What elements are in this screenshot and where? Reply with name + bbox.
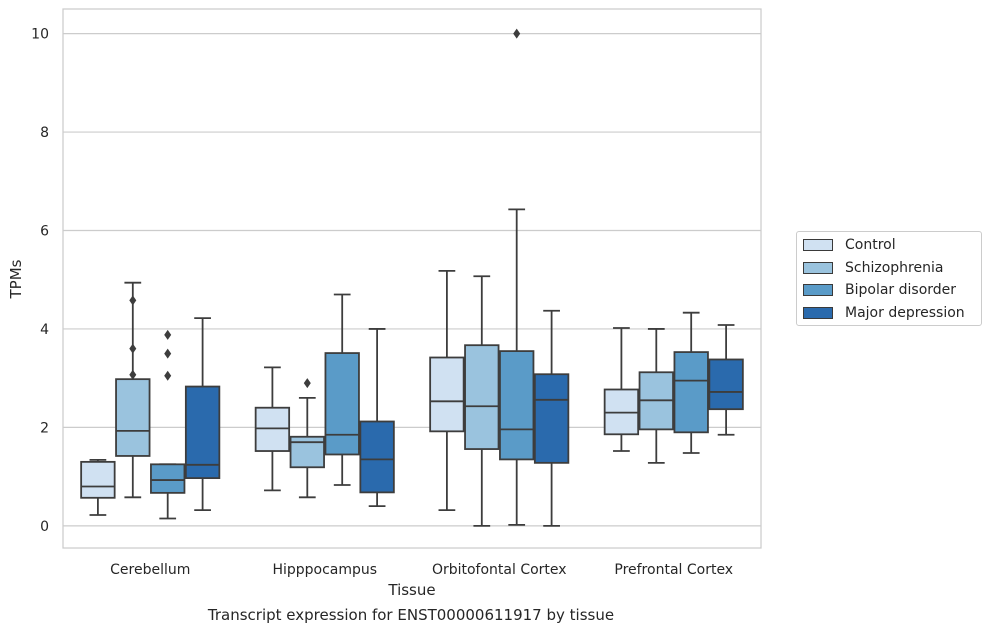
box-major-depression-hipppocampus	[359, 328, 395, 508]
legend-swatch-control	[803, 239, 833, 251]
box-body-control-cerebellum	[80, 460, 116, 499]
box-control-cerebellum	[80, 458, 116, 516]
outlier-bipolar-disorder-orbitofontal-cortex-0	[513, 28, 521, 39]
box-body-schizophrenia-orbitofontal-cortex	[464, 344, 500, 450]
outlier-bipolar-disorder-cerebellum-2	[164, 329, 172, 340]
legend-label-schizophrenia: Schizophrenia	[845, 260, 944, 276]
outlier-bipolar-disorder-cerebellum-0	[164, 370, 172, 381]
y-tick-label-4: 4	[40, 322, 49, 338]
y-tick-label-10: 10	[31, 27, 49, 43]
box-major-depression-cerebellum	[184, 317, 221, 511]
y-tick-label-8: 8	[40, 125, 49, 141]
legend-item-schizophrenia: Schizophrenia	[803, 258, 943, 278]
box-major-depression-orbitofontal-cortex	[533, 309, 570, 527]
box-bipolar-disorder-orbitofontal-cortex	[499, 28, 535, 526]
x-tick-label-hipppocampus: Hipppocampus	[272, 562, 377, 578]
box-body-bipolar-disorder-hipppocampus	[324, 352, 360, 456]
box-body-major-depression-cerebellum	[184, 385, 221, 480]
y-tick-label-0: 0	[40, 519, 49, 535]
legend-label-control: Control	[845, 237, 896, 253]
outlier-bipolar-disorder-cerebellum-1	[164, 348, 172, 359]
x-tick-labels: Cerebellum Hipppocampus Orbitofontal Corte…	[110, 562, 733, 578]
box-control-hipppocampus	[254, 366, 291, 492]
box-body-bipolar-disorder-cerebellum	[150, 463, 186, 494]
x-tick-label-prefrontal-cortex: Prefrontal Cortex	[614, 562, 733, 578]
box-body-bipolar-disorder-orbitofontal-cortex	[499, 350, 535, 461]
box-bipolar-disorder-hipppocampus	[324, 293, 360, 486]
plot-frame	[62, 8, 762, 549]
legend-label-major-depression: Major depression	[845, 305, 965, 321]
box-control-prefrontal-cortex	[603, 327, 640, 452]
box-schizophrenia-prefrontal-cortex	[638, 328, 674, 464]
legend-item-bipolar-disorder: Bipolar disorder	[803, 280, 956, 300]
chart-caption: Transcript expression for ENST0000061191…	[207, 606, 615, 624]
box-body-control-orbitofontal-cortex	[429, 356, 465, 433]
box-schizophrenia-cerebellum	[115, 281, 151, 499]
x-tick-label-cerebellum: Cerebellum	[110, 562, 190, 578]
legend-swatch-schizophrenia	[803, 262, 833, 274]
y-tick-label-2: 2	[40, 420, 49, 436]
box-bipolar-disorder-cerebellum	[150, 329, 186, 520]
y-tick-label-6: 6	[40, 224, 49, 240]
box-control-orbitofontal-cortex	[429, 269, 465, 511]
box-body-control-hipppocampus	[254, 406, 291, 452]
x-tick-label-orbitofontal-cortex: Orbitofontal Cortex	[432, 562, 567, 578]
legend-swatch-bipolar-disorder	[803, 284, 833, 296]
box-body-major-depression-prefrontal-cortex	[708, 358, 744, 411]
box-body-bipolar-disorder-prefrontal-cortex	[673, 351, 709, 434]
outlier-schizophrenia-cerebellum-1	[129, 343, 137, 354]
legend-item-major-depression: Major depression	[803, 303, 965, 323]
box-major-depression-prefrontal-cortex	[708, 324, 744, 436]
box-body-major-depression-orbitofontal-cortex	[533, 373, 570, 464]
box-bipolar-disorder-prefrontal-cortex	[673, 311, 709, 454]
boxes	[80, 28, 744, 527]
box-schizophrenia-hipppocampus	[289, 378, 325, 499]
legend-swatch-major-depression	[803, 307, 833, 319]
y-axis-label: TPMs	[7, 259, 25, 299]
outlier-schizophrenia-hipppocampus-0	[303, 378, 311, 389]
box-schizophrenia-orbitofontal-cortex	[464, 275, 500, 527]
legend-item-control: Control	[803, 235, 896, 255]
y-tick-labels: 0 2 4 6 8 10	[31, 27, 49, 535]
legend: Control Schizophrenia Bipolar disorder M…	[796, 231, 982, 326]
x-axis-label: Tissue	[387, 581, 435, 599]
box-body-major-depression-hipppocampus	[359, 420, 395, 494]
outlier-schizophrenia-cerebellum-2	[129, 295, 137, 306]
box-body-schizophrenia-cerebellum	[115, 378, 151, 457]
grid-lines	[63, 33, 761, 527]
outlier-schizophrenia-cerebellum-0	[129, 369, 137, 380]
legend-label-bipolar-disorder: Bipolar disorder	[845, 282, 957, 298]
